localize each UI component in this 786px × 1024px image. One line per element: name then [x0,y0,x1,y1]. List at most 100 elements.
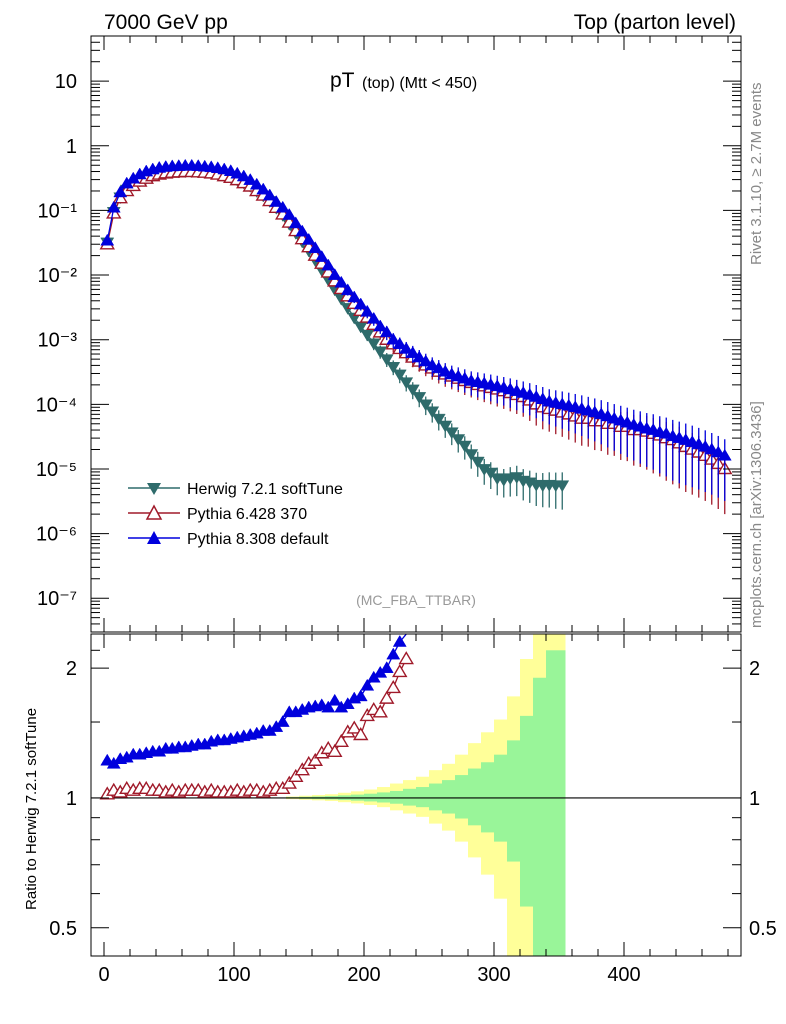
band-inner [546,650,559,956]
data-point [438,420,453,433]
legend-herwig: Herwig 7.2.1 softTune [128,481,343,498]
ratio-y-tick-label-right: 1 [749,788,760,810]
ratio-x-tick-label: 300 [477,964,510,986]
legend-label-pythia6: Pythia 6.428 370 [187,506,307,523]
ratio-point [386,647,401,660]
band-inner [507,740,520,862]
main-y-tick-label: 10⁻⁷ [37,588,77,610]
data-point [366,311,381,324]
ratio-x-tick-label: 100 [217,964,250,986]
data-point [353,297,368,310]
data-point [431,361,446,374]
data-point [269,195,284,207]
legend-label-pythia8: Pythia 8.308 default [187,531,329,548]
data-point [100,233,115,246]
ratio-point [307,752,323,766]
data-point [386,332,401,345]
data-point [418,399,433,412]
band-inner [455,775,468,819]
band-inner [533,677,546,956]
main-y-tick-label: 10⁻⁶ [36,524,77,546]
ratio-point [294,762,310,776]
main-y-tick-label: 10⁻² [38,265,78,287]
axis-ticks: 10 1 10⁻¹ 10⁻² 10⁻³ 10⁻⁴ 10⁻⁵ 10⁻⁶ 10⁻⁷ 0 100 200 30… [36,35,777,986]
data-point [373,319,388,332]
band-inner [468,768,481,826]
main-y-tick-label: 10⁻⁴ [36,394,77,416]
data-point [243,173,258,185]
main-y-tick-label: 10⁻⁵ [36,459,77,481]
series-line-0 [106,170,563,486]
band-inner [429,783,442,811]
data-point [379,354,394,367]
ratio-y-tick-label: 0.5 [49,918,77,940]
data-point [366,338,381,351]
ratio-point [346,720,362,734]
ratio-point [327,693,342,706]
ratio-point [360,678,375,691]
data-point [373,346,388,359]
data-point [431,413,446,426]
data-point [256,182,271,195]
ratio-point [379,661,394,673]
data-point [412,392,427,404]
band-inner [442,780,455,814]
data-point [412,350,427,363]
data-point [418,354,433,367]
data-point [327,268,342,280]
main-y-tick-label: 10 [55,71,77,93]
ratio-point [321,700,336,713]
data-point [555,480,570,493]
main-y-tick-label: 10⁻³ [38,330,78,352]
header-left: 7000 GeV pp [104,11,228,34]
data-point [314,250,329,262]
data-point [457,440,472,453]
data-point [106,200,121,213]
data-point [334,275,349,288]
data-point [405,346,420,358]
ratio-point [333,733,349,747]
ratio-y-label: Ratio to Herwig 7.2.1 softTune [23,708,40,910]
ratio-point [392,634,407,647]
data-point [444,427,459,440]
band-inner [416,787,429,808]
data-point [717,448,732,461]
data-point [295,224,310,237]
data-point [308,241,323,254]
ratio-point [288,768,304,782]
rivet-label: Rivet 3.1.10, ≥ 2.7M events [748,83,765,266]
legend-pythia8: Pythia 8.308 default [128,531,329,548]
mcplots-label: mcplots.cern.ch [arXiv:1306.3436] [748,401,765,628]
data-point [360,304,375,317]
legend-label-herwig: Herwig 7.2.1 softTune [187,481,343,498]
data-point [405,384,420,397]
data-point [347,290,362,303]
main-y-tick-label: 10⁻¹ [38,200,78,222]
data-point [711,445,726,458]
band-inner [559,650,566,956]
ratio-plot-data [99,633,414,800]
band-inner [520,715,533,907]
data-point [392,369,407,382]
ratio-y-tick-label: 2 [66,658,77,680]
data-point [386,362,401,374]
data-point [379,325,394,338]
ratio-point [275,715,290,727]
analysis-tag: (MC_FBA_TTBAR) [356,592,476,608]
ratio-point [353,689,368,702]
ratio-y-tick-label: 1 [66,788,77,810]
ratio-point [392,664,408,678]
data-point [288,216,303,229]
data-point [451,434,466,447]
ratio-series-line-0 [106,658,407,795]
series-line-2 [106,165,726,457]
header-right: Top (parton level) [574,11,736,34]
ratio-x-tick-label: 0 [98,964,109,986]
data-point [392,337,407,350]
legend: Herwig 7.2.1 softTune Pythia 6.428 370 P… [128,481,343,548]
ratio-y-tick-label-right: 2 [749,658,760,680]
data-point [340,283,355,296]
ratio-x-tick-label: 200 [347,964,380,986]
data-point [321,258,336,271]
